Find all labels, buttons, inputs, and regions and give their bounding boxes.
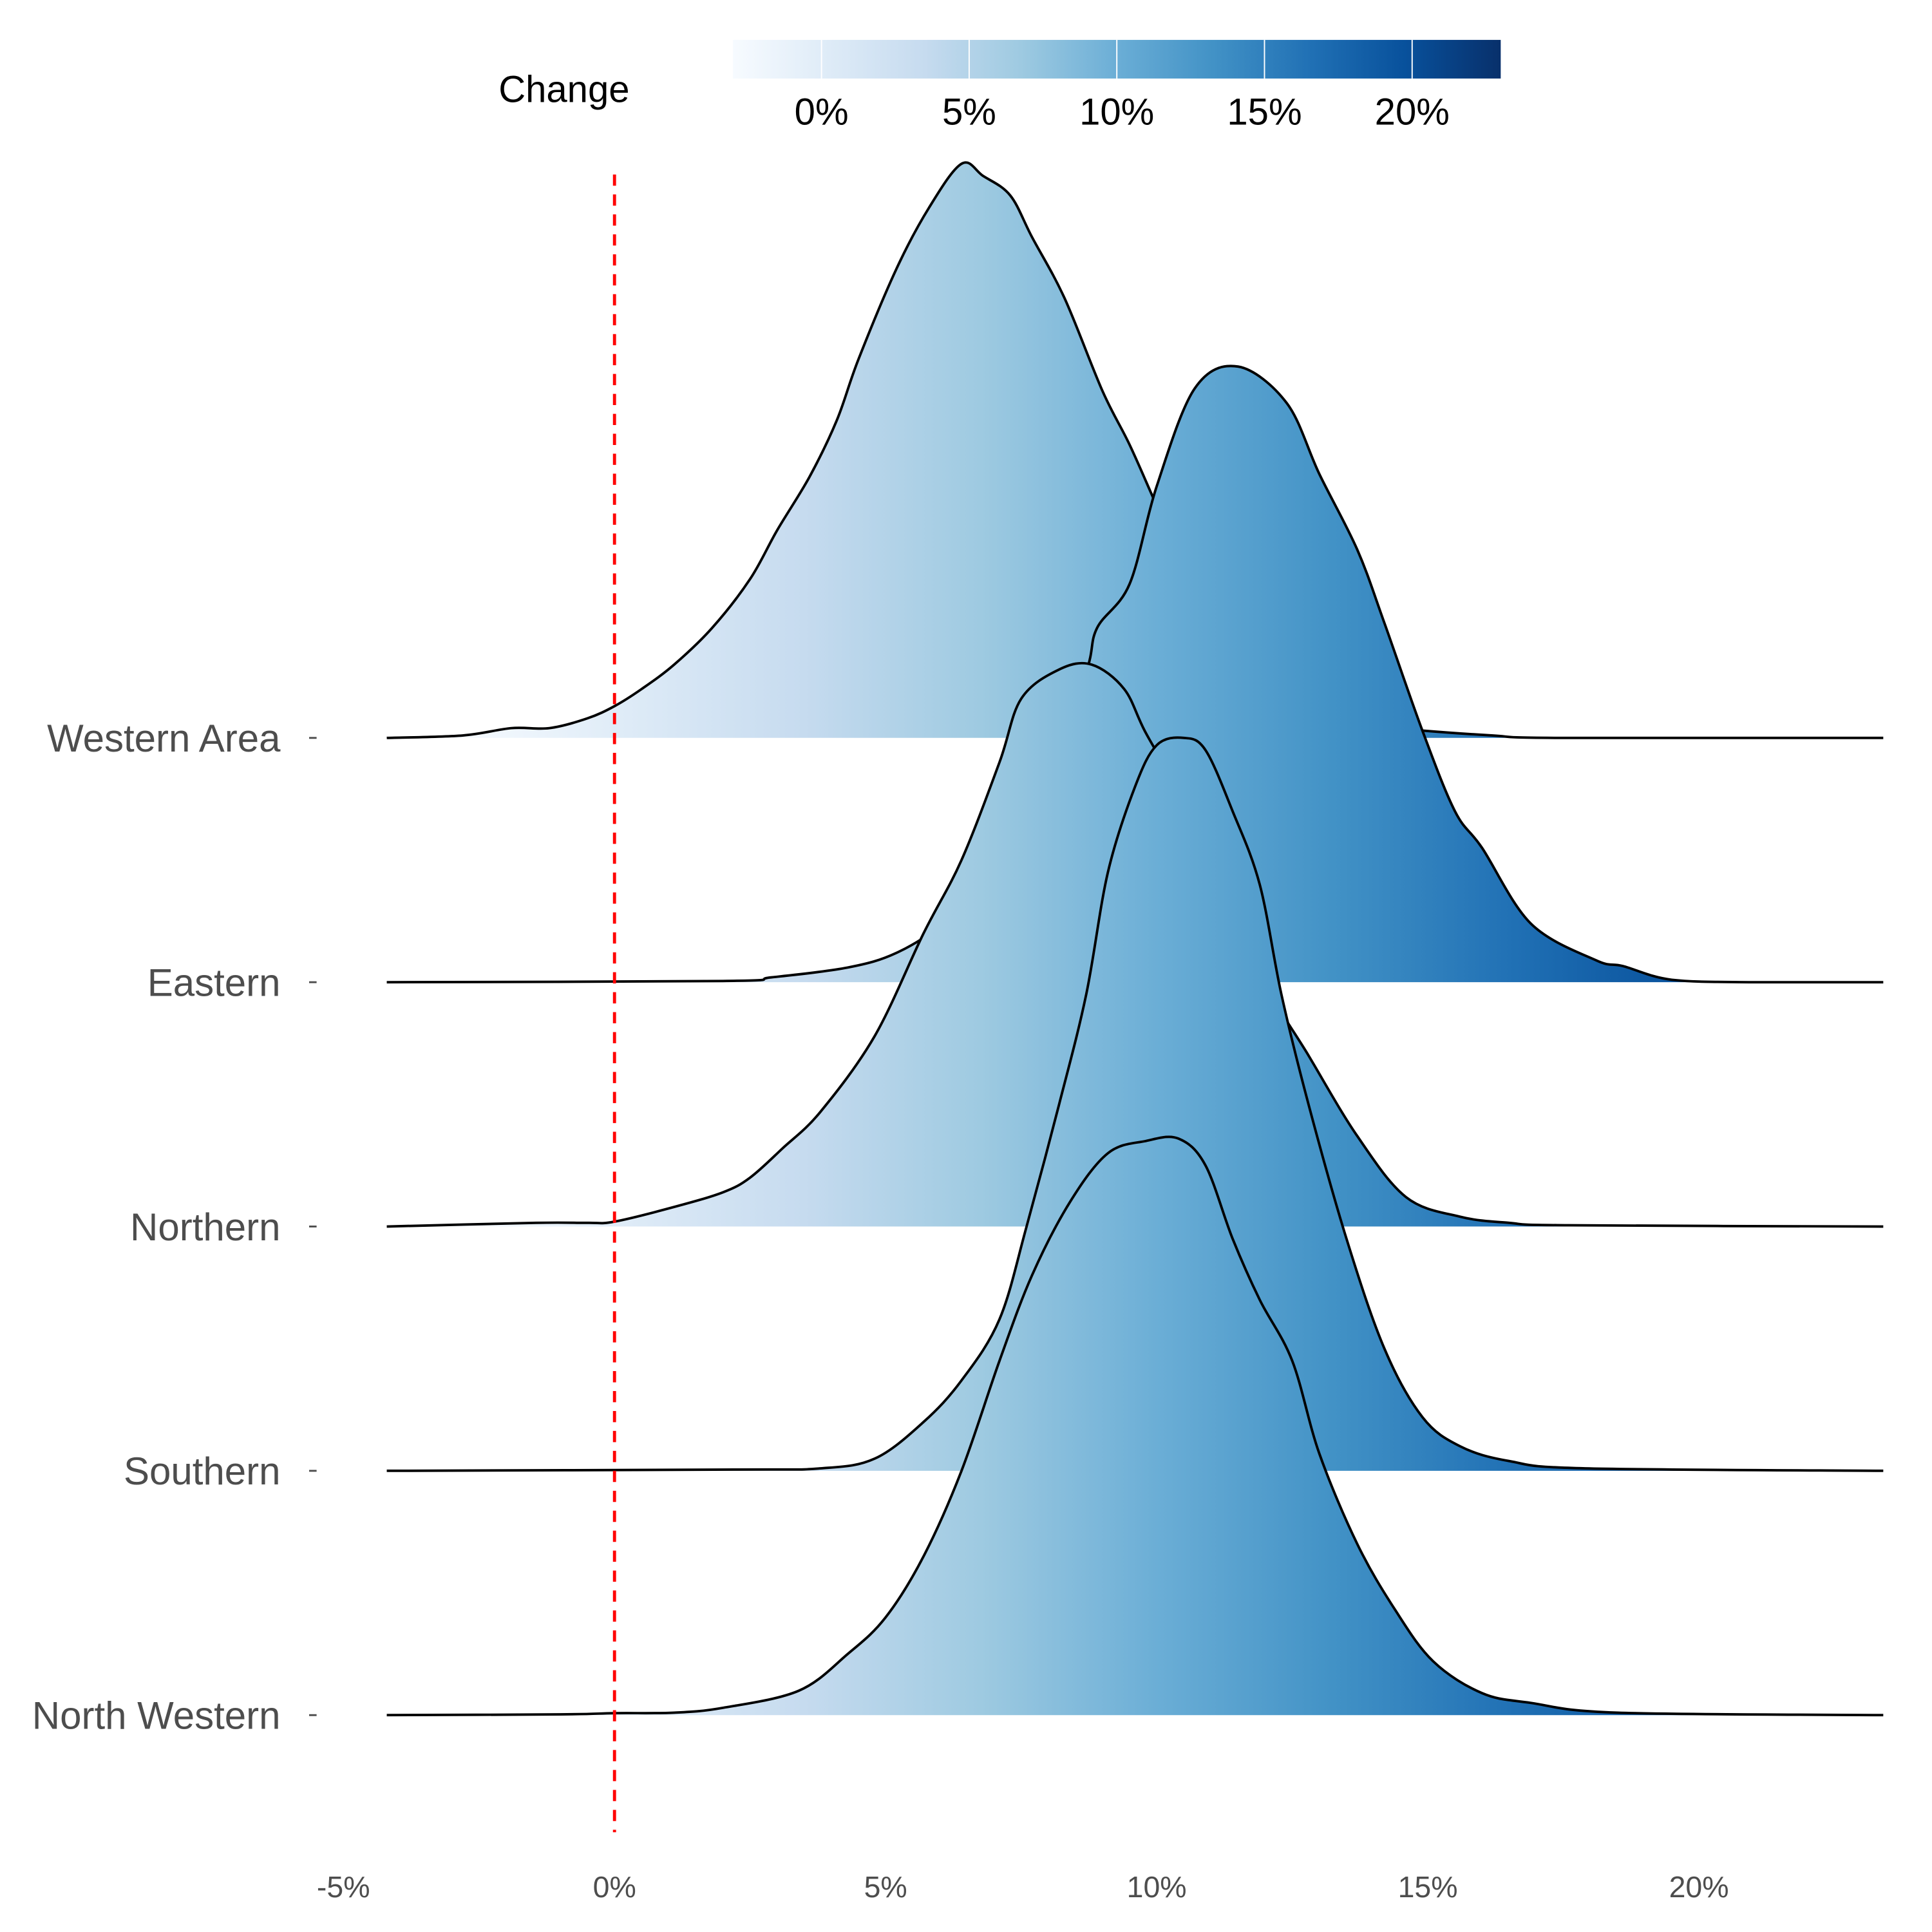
ridge-eastern — [386, 365, 1884, 984]
ridge-area — [386, 162, 1884, 738]
y-tick-label: Eastern — [147, 961, 281, 1004]
y-tick-label: Northern — [130, 1206, 280, 1249]
x-tick-label: 20% — [1669, 1870, 1729, 1904]
ridge-area — [386, 737, 1884, 1471]
ridge-southern — [386, 736, 1884, 1472]
x-tick-label: -5% — [317, 1870, 370, 1904]
legend-title: Change — [498, 69, 629, 111]
legend-tick-label: 10% — [1079, 91, 1154, 133]
legend-tick-label: 20% — [1375, 91, 1450, 133]
ridge-north-western — [386, 1135, 1884, 1717]
legend-tick-label: 5% — [942, 91, 996, 133]
y-tick-label: North Western — [32, 1694, 281, 1738]
x-tick-label: 0% — [593, 1870, 636, 1904]
ridge-line — [386, 736, 1884, 1472]
x-tick-label: 10% — [1127, 1870, 1187, 1904]
y-tick-label: Southern — [124, 1450, 281, 1493]
ridge-area — [386, 366, 1884, 983]
legend-tick-label: 0% — [795, 91, 849, 133]
ridge-line — [386, 661, 1884, 1228]
color-legend: Change 0% 5% 10% 15% 20% — [498, 39, 1501, 133]
ridge-line — [386, 365, 1884, 984]
x-tick-label: 5% — [864, 1870, 907, 1904]
y-tick-label: Western Area — [47, 717, 281, 760]
x-tick-label: 15% — [1398, 1870, 1458, 1904]
legend-tick-label: 15% — [1227, 91, 1302, 133]
ridge-line — [386, 1135, 1884, 1717]
ridge-area — [386, 1137, 1884, 1716]
